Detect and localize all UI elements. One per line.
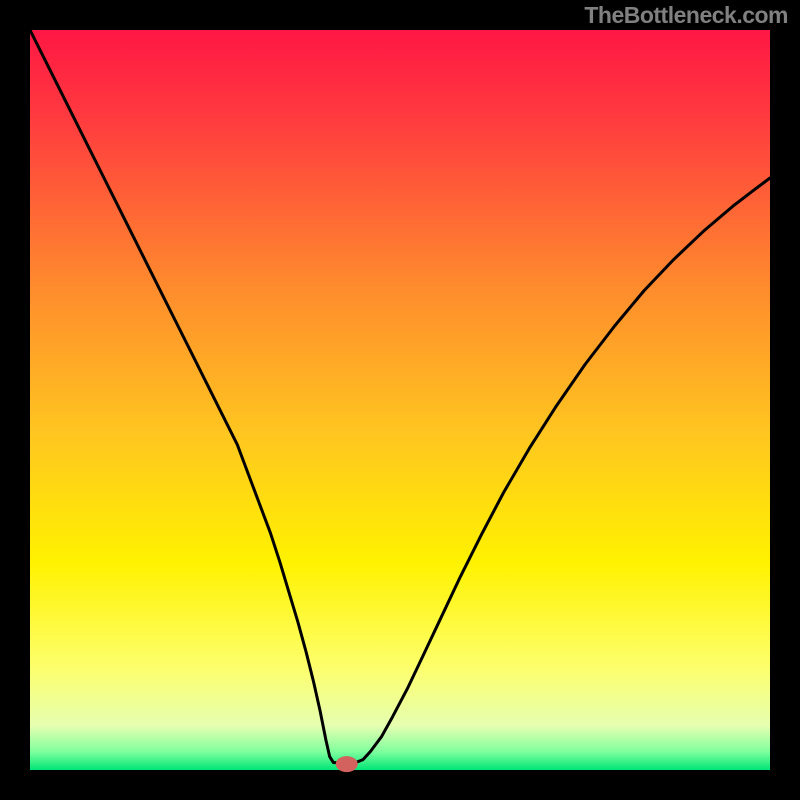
optimal-point-marker	[336, 756, 358, 772]
bottleneck-chart	[0, 0, 800, 800]
chart-container: TheBottleneck.com	[0, 0, 800, 800]
plot-background	[30, 30, 770, 770]
watermark-text: TheBottleneck.com	[584, 2, 788, 29]
